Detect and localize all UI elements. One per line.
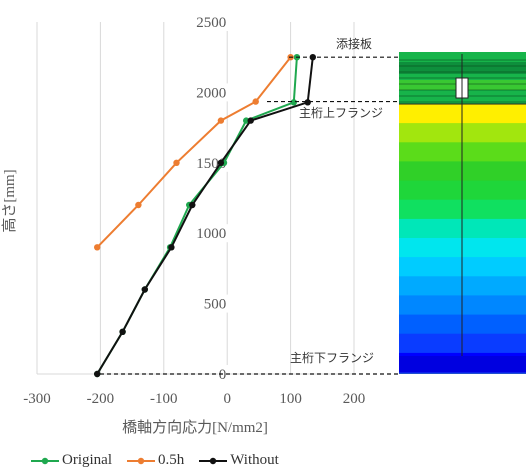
y-tick-label: 2000 <box>196 85 226 101</box>
x-tick-label: 0 <box>223 391 231 407</box>
x-axis-title: 橋軸方向応力[N/mm2] <box>122 419 268 436</box>
fem-contour-image <box>399 52 526 374</box>
data-point <box>252 98 259 105</box>
chart-grid <box>36 22 355 375</box>
annotation-label: 添接板 <box>336 36 372 51</box>
y-axis-title: 高さ[mm] <box>1 169 18 232</box>
x-tick-label: -200 <box>87 391 115 407</box>
data-point <box>141 286 148 293</box>
x-tick-label: 200 <box>343 391 366 407</box>
y-tick-bg <box>218 365 229 383</box>
legend-item: 0.5h <box>126 452 184 469</box>
legend-label: 0.5h <box>158 452 185 468</box>
data-point <box>217 117 225 124</box>
data-point <box>290 99 297 106</box>
data-point <box>189 201 196 209</box>
data-point <box>247 117 254 124</box>
x-tick-label: 100 <box>279 391 302 407</box>
y-tick-label: 500 <box>204 297 227 313</box>
data-point <box>217 159 225 166</box>
legend-item: Without <box>198 452 279 469</box>
annotation-label: 主桁上フランジ <box>299 106 383 120</box>
y-tick-bg <box>194 224 229 243</box>
data-point <box>243 117 250 124</box>
data-point <box>173 159 180 166</box>
y-tick-label: 2500 <box>196 15 226 31</box>
legend-item: Original <box>30 452 112 469</box>
x-tick-label: -300 <box>23 391 51 407</box>
series-line <box>96 56 292 248</box>
legend-label: Original <box>62 452 112 468</box>
stress-height-chart: -300 -200 -100 0 100 20005001000150020002500 … <box>1 13 526 436</box>
chart-legend: Original 0.5h Without <box>30 452 279 469</box>
y-tick-label: 1000 <box>196 226 226 242</box>
legend-swatch <box>31 457 59 464</box>
x-tick-label: -100 <box>150 391 178 407</box>
data-point <box>119 328 126 335</box>
legend-swatch <box>199 457 228 464</box>
annotation-label: 主桁下フランジ <box>290 351 374 365</box>
series-line <box>96 57 314 375</box>
data-point <box>135 201 142 209</box>
fem-bottom-flange <box>399 356 526 372</box>
data-point <box>94 370 101 378</box>
chart-series <box>94 54 316 378</box>
data-point <box>168 244 175 251</box>
legend-label: Without <box>230 452 279 468</box>
data-point <box>304 99 311 106</box>
y-tick-bg <box>194 13 229 31</box>
y-tick-bg <box>194 83 229 102</box>
legend-swatch <box>127 457 155 464</box>
y-tick-bg <box>202 294 229 313</box>
data-point <box>94 244 101 251</box>
y-tick-label: 0 <box>219 367 227 383</box>
